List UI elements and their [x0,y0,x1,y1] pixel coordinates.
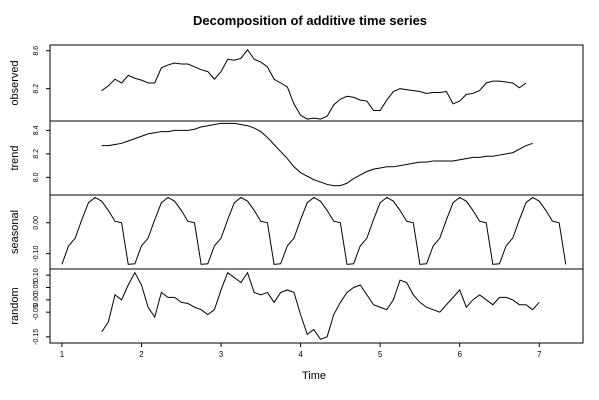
panel-frame-seasonal [49,194,584,270]
x-tick-label: 7 [537,350,542,359]
x-tick-label: 3 [219,350,224,359]
series-line-trend [101,122,533,187]
y-tick-label-trend: 8.0 [33,172,40,182]
x-tick-label: 6 [457,350,462,359]
panel-seasonal: -0.10 0.00 seasonal [9,194,584,270]
y-tick-label-seasonal: 0.00 [33,216,40,230]
y-tick-label-random: 0.00 [33,293,40,307]
x-tick-label: 5 [378,350,383,359]
y-axis-label-random: random [9,287,21,324]
x-tick-label: 2 [139,350,144,359]
series-line-random [101,271,540,340]
panel-frame-observed [49,44,584,122]
y-tick-label-trend: 8.2 [33,149,40,159]
series-line-observed [101,48,527,120]
panel-trend: 8.0 8.2 8.4 trend [9,120,584,196]
panel-frame-trend [49,120,584,196]
panels-group: 8.2 8.6 observed 8.0 8.2 8.4 trend -0.10 0.00 sea… [9,44,584,345]
y-tick-label-random: -0.05 [33,304,40,320]
y-tick-label-random: 0.10 [33,268,40,282]
panel-frame-random [49,268,584,344]
y-axis-label-seasonal: seasonal [9,210,21,254]
x-tick-label: 4 [298,350,303,359]
y-tick-label-random: -0.15 [33,329,40,345]
x-axis-label: Time [302,370,326,382]
x-tick-label: 1 [60,350,65,359]
x-axis: 1 2 3 4 5 6 7 [60,343,542,359]
y-tick-label-random: 0.05 [33,281,40,295]
y-axis-label-trend: trend [9,145,21,170]
y-tick-label-observed: 8.6 [33,46,40,56]
y-tick-label-observed: 8.2 [33,84,40,94]
y-tick-label-trend: 8.4 [33,125,40,135]
chart-title: Decomposition of additive time series [193,13,427,28]
panel-observed: 8.2 8.6 observed [9,44,584,122]
series-line-seasonal [61,196,567,265]
y-axis-label-observed: observed [9,60,21,105]
y-tick-label-seasonal: -0.10 [33,246,40,262]
panel-random: -0.15 -0.050.000.050.10 random [9,268,584,345]
